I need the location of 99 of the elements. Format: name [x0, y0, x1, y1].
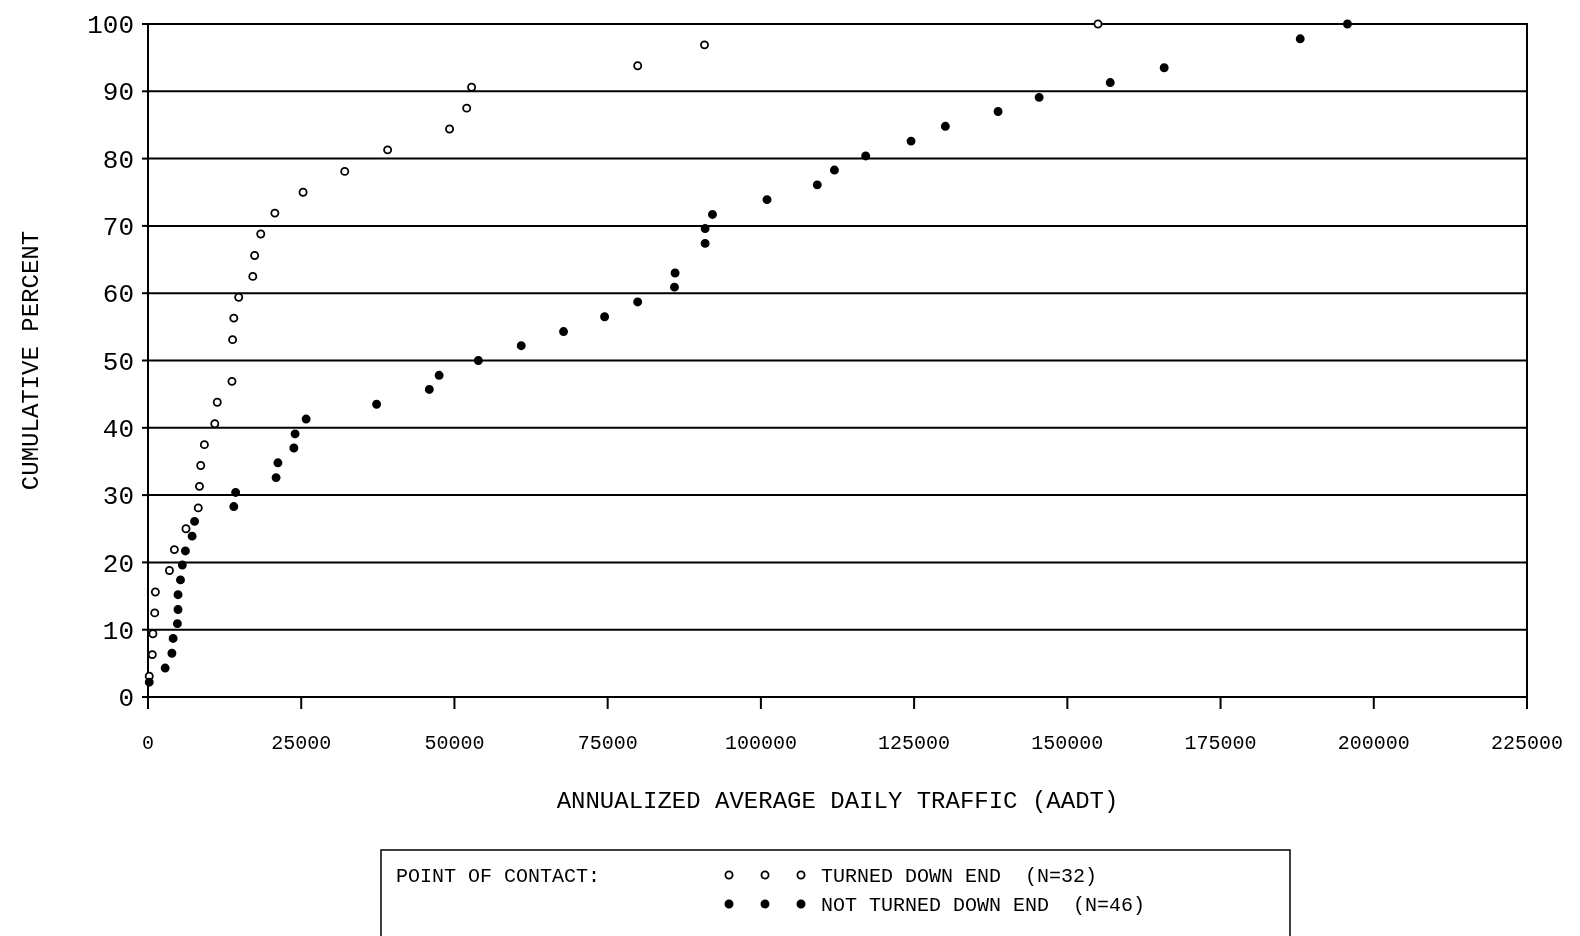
x-tick-label: 175000: [1184, 732, 1257, 755]
point: [180, 546, 190, 556]
point: [1093, 19, 1103, 29]
point: [229, 313, 239, 323]
point: [187, 531, 197, 541]
point: [700, 40, 709, 50]
y-tick-label: 30: [102, 482, 134, 513]
point: [173, 605, 183, 614]
point: [144, 677, 154, 687]
point: [940, 121, 950, 131]
point: [473, 356, 483, 365]
point: [633, 297, 643, 307]
legend-label: TURNED DOWN END (N=32): [821, 865, 1098, 888]
point: [234, 292, 244, 302]
y-tick-label: 80: [102, 145, 134, 176]
point: [289, 443, 299, 453]
point: [210, 419, 220, 429]
point: [372, 399, 382, 409]
y-tick-label: 70: [102, 213, 134, 243]
point: [600, 312, 610, 322]
y-tick-label: 50: [102, 347, 134, 378]
x-tick-label: 0: [141, 732, 155, 755]
point: [172, 619, 182, 629]
x-tick-label: 200000: [1337, 732, 1410, 755]
point: [196, 461, 206, 470]
point: [559, 327, 569, 337]
point: [1034, 92, 1044, 102]
point: [383, 145, 393, 155]
point: [229, 502, 239, 511]
y-tick-label: 100: [87, 11, 134, 42]
point: [256, 229, 266, 239]
y-tick-label: 40: [102, 414, 134, 445]
point: [290, 429, 300, 439]
point: [148, 629, 158, 639]
point: [150, 587, 160, 597]
point: [193, 503, 203, 513]
point: [169, 545, 179, 555]
point: [516, 341, 526, 351]
point: [150, 608, 160, 618]
point: [160, 663, 170, 673]
x-tick-label: 50000: [424, 732, 485, 755]
y-tick-label: 90: [102, 78, 134, 109]
point: [1159, 63, 1169, 73]
legend-title: POINT OF CONTACT:: [396, 865, 601, 888]
point: [231, 487, 241, 497]
x-axis-title: ANNUALIZED AVERAGE DAILY TRAFFIC (AADT): [556, 788, 1119, 815]
point: [228, 335, 238, 345]
point: [181, 524, 191, 534]
x-tick-label: 25000: [271, 732, 332, 755]
point: [700, 224, 710, 234]
point: [167, 648, 177, 658]
x-tick-label: 225000: [1490, 732, 1564, 755]
point: [273, 458, 283, 468]
point: [762, 195, 772, 205]
point: [177, 560, 187, 570]
point: [1295, 34, 1305, 44]
point: [445, 124, 455, 134]
point: [168, 633, 178, 643]
point: [906, 136, 916, 146]
legend-label: NOT TURNED DOWN END (N=46): [821, 894, 1146, 917]
point: [195, 481, 204, 491]
point: [462, 103, 472, 113]
point: [173, 590, 183, 600]
point: [467, 82, 477, 92]
point: [271, 473, 281, 483]
point: [250, 251, 260, 260]
point: [434, 370, 444, 380]
point: [993, 107, 1003, 116]
point: [700, 238, 710, 248]
point: [1105, 78, 1115, 88]
point: [424, 384, 434, 394]
point: [670, 282, 679, 292]
point: [340, 166, 350, 176]
point: [227, 376, 237, 386]
point: [812, 180, 822, 190]
y-tick-label: 0: [118, 684, 134, 715]
point: [301, 414, 311, 424]
point: [164, 566, 174, 575]
point: [1342, 19, 1352, 29]
x-tick-label: 100000: [724, 732, 797, 755]
x-tick-label: 75000: [577, 732, 638, 755]
point: [708, 210, 717, 219]
point: [861, 151, 871, 161]
point: [829, 165, 839, 175]
point: [212, 397, 222, 407]
point: [298, 187, 308, 197]
point: [190, 516, 200, 526]
point: [670, 268, 680, 278]
point: [199, 440, 209, 450]
x-tick-label: 125000: [878, 732, 951, 755]
y-axis-title: CUMULATIVE PERCENT: [18, 230, 45, 491]
point: [248, 271, 258, 281]
x-tick-label: 150000: [1031, 732, 1104, 755]
point: [633, 61, 643, 71]
point: [270, 208, 280, 218]
y-tick-label: 20: [102, 549, 134, 580]
y-tick-label: 10: [102, 616, 134, 647]
y-tick-label: 60: [102, 280, 134, 311]
point: [176, 575, 185, 585]
